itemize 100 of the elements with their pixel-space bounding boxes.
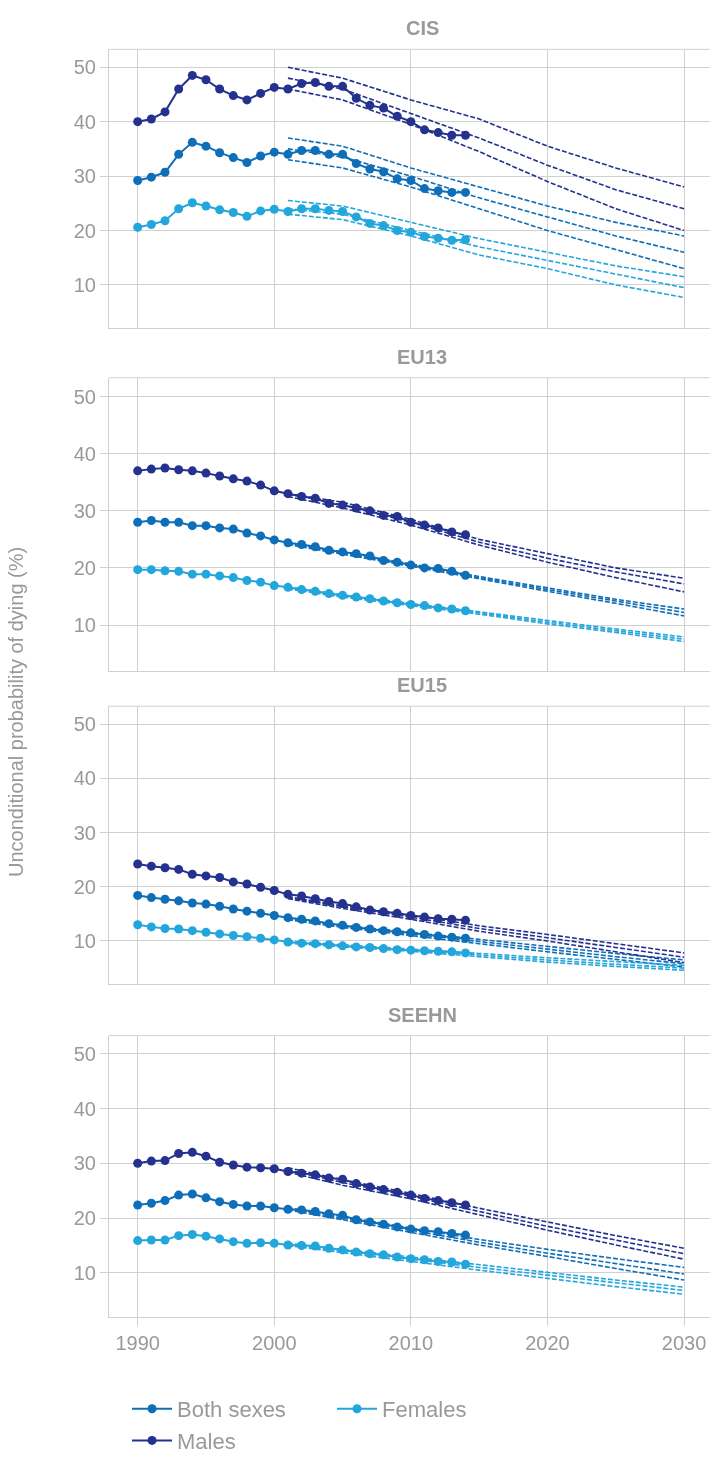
point: [351, 549, 361, 559]
point: [406, 928, 416, 938]
point: [365, 218, 375, 228]
point: [420, 125, 430, 135]
point: [310, 586, 320, 596]
y-tick-label: 20: [73, 556, 96, 579]
y-tick-label: 30: [73, 1152, 96, 1175]
point: [338, 1210, 348, 1220]
point: [310, 1207, 320, 1217]
point: [242, 1201, 252, 1211]
point: [133, 565, 143, 575]
point: [420, 184, 430, 194]
point: [283, 206, 293, 216]
point: [324, 205, 334, 215]
y-tick-label: 50: [73, 713, 96, 736]
point: [187, 70, 197, 80]
point: [133, 222, 143, 232]
point: [228, 1199, 238, 1209]
y-tick-label: 20: [73, 1207, 96, 1230]
point: [324, 589, 334, 599]
point: [228, 153, 238, 163]
point: [297, 585, 307, 595]
point: [215, 873, 225, 883]
point: [215, 471, 225, 481]
point: [406, 1254, 416, 1264]
point: [310, 916, 320, 926]
point: [433, 931, 443, 941]
point: [297, 1205, 307, 1215]
point: [365, 551, 375, 561]
point: [433, 128, 443, 138]
point: [447, 1198, 457, 1208]
point: [297, 1241, 307, 1250]
point: [338, 920, 348, 930]
point: [461, 933, 470, 943]
point: [420, 601, 430, 611]
y-tick-label: 30: [73, 821, 96, 844]
point: [351, 922, 361, 932]
point: [406, 560, 416, 570]
y-tick-label: 40: [73, 110, 96, 133]
point: [310, 542, 320, 552]
point: [146, 220, 156, 230]
y-tick-label: 50: [73, 385, 96, 408]
point: [379, 103, 389, 113]
point: [433, 946, 443, 956]
point: [133, 859, 143, 869]
point: [174, 149, 184, 159]
point: [160, 216, 170, 226]
point: [324, 1173, 334, 1183]
point: [447, 130, 457, 140]
point: [324, 498, 334, 508]
point: [365, 506, 375, 516]
point: [324, 896, 334, 906]
point: [447, 914, 457, 924]
legend-label: Both sexes: [177, 1397, 286, 1423]
y-tick-label: 30: [73, 165, 96, 188]
point: [283, 1240, 293, 1250]
point: [269, 581, 279, 591]
point: [392, 226, 402, 235]
point: [201, 569, 211, 579]
point: [283, 84, 293, 94]
y-tick-label: 40: [73, 1097, 96, 1120]
point: [228, 904, 238, 914]
point: [201, 141, 211, 151]
point: [392, 512, 402, 522]
point: [433, 563, 443, 573]
point: [228, 931, 238, 941]
point: [433, 186, 443, 196]
point: [242, 95, 252, 105]
line-series: [287, 66, 685, 188]
point: [461, 948, 470, 958]
point: [297, 492, 307, 502]
point: [461, 915, 470, 925]
point: [351, 1215, 361, 1225]
point: [392, 174, 402, 184]
point: [201, 1193, 211, 1203]
point: [406, 1190, 416, 1200]
point: [269, 535, 279, 545]
point: [174, 84, 184, 94]
point: [228, 1237, 238, 1247]
point: [256, 206, 266, 216]
point: [160, 863, 170, 873]
y-tick-label: 10: [73, 1261, 96, 1284]
point: [269, 935, 279, 945]
point: [338, 1174, 348, 1184]
point: [256, 480, 266, 490]
point: [447, 604, 457, 614]
point: [256, 577, 266, 587]
point: [351, 592, 361, 602]
line-series: [287, 137, 685, 237]
point: [269, 486, 279, 496]
point: [338, 899, 348, 909]
point: [324, 149, 334, 159]
point: [433, 523, 443, 533]
point: [379, 926, 389, 936]
point: [228, 208, 238, 218]
point: [269, 82, 279, 92]
point: [351, 159, 361, 169]
point: [379, 907, 389, 917]
point: [174, 566, 184, 576]
point: [324, 545, 334, 555]
